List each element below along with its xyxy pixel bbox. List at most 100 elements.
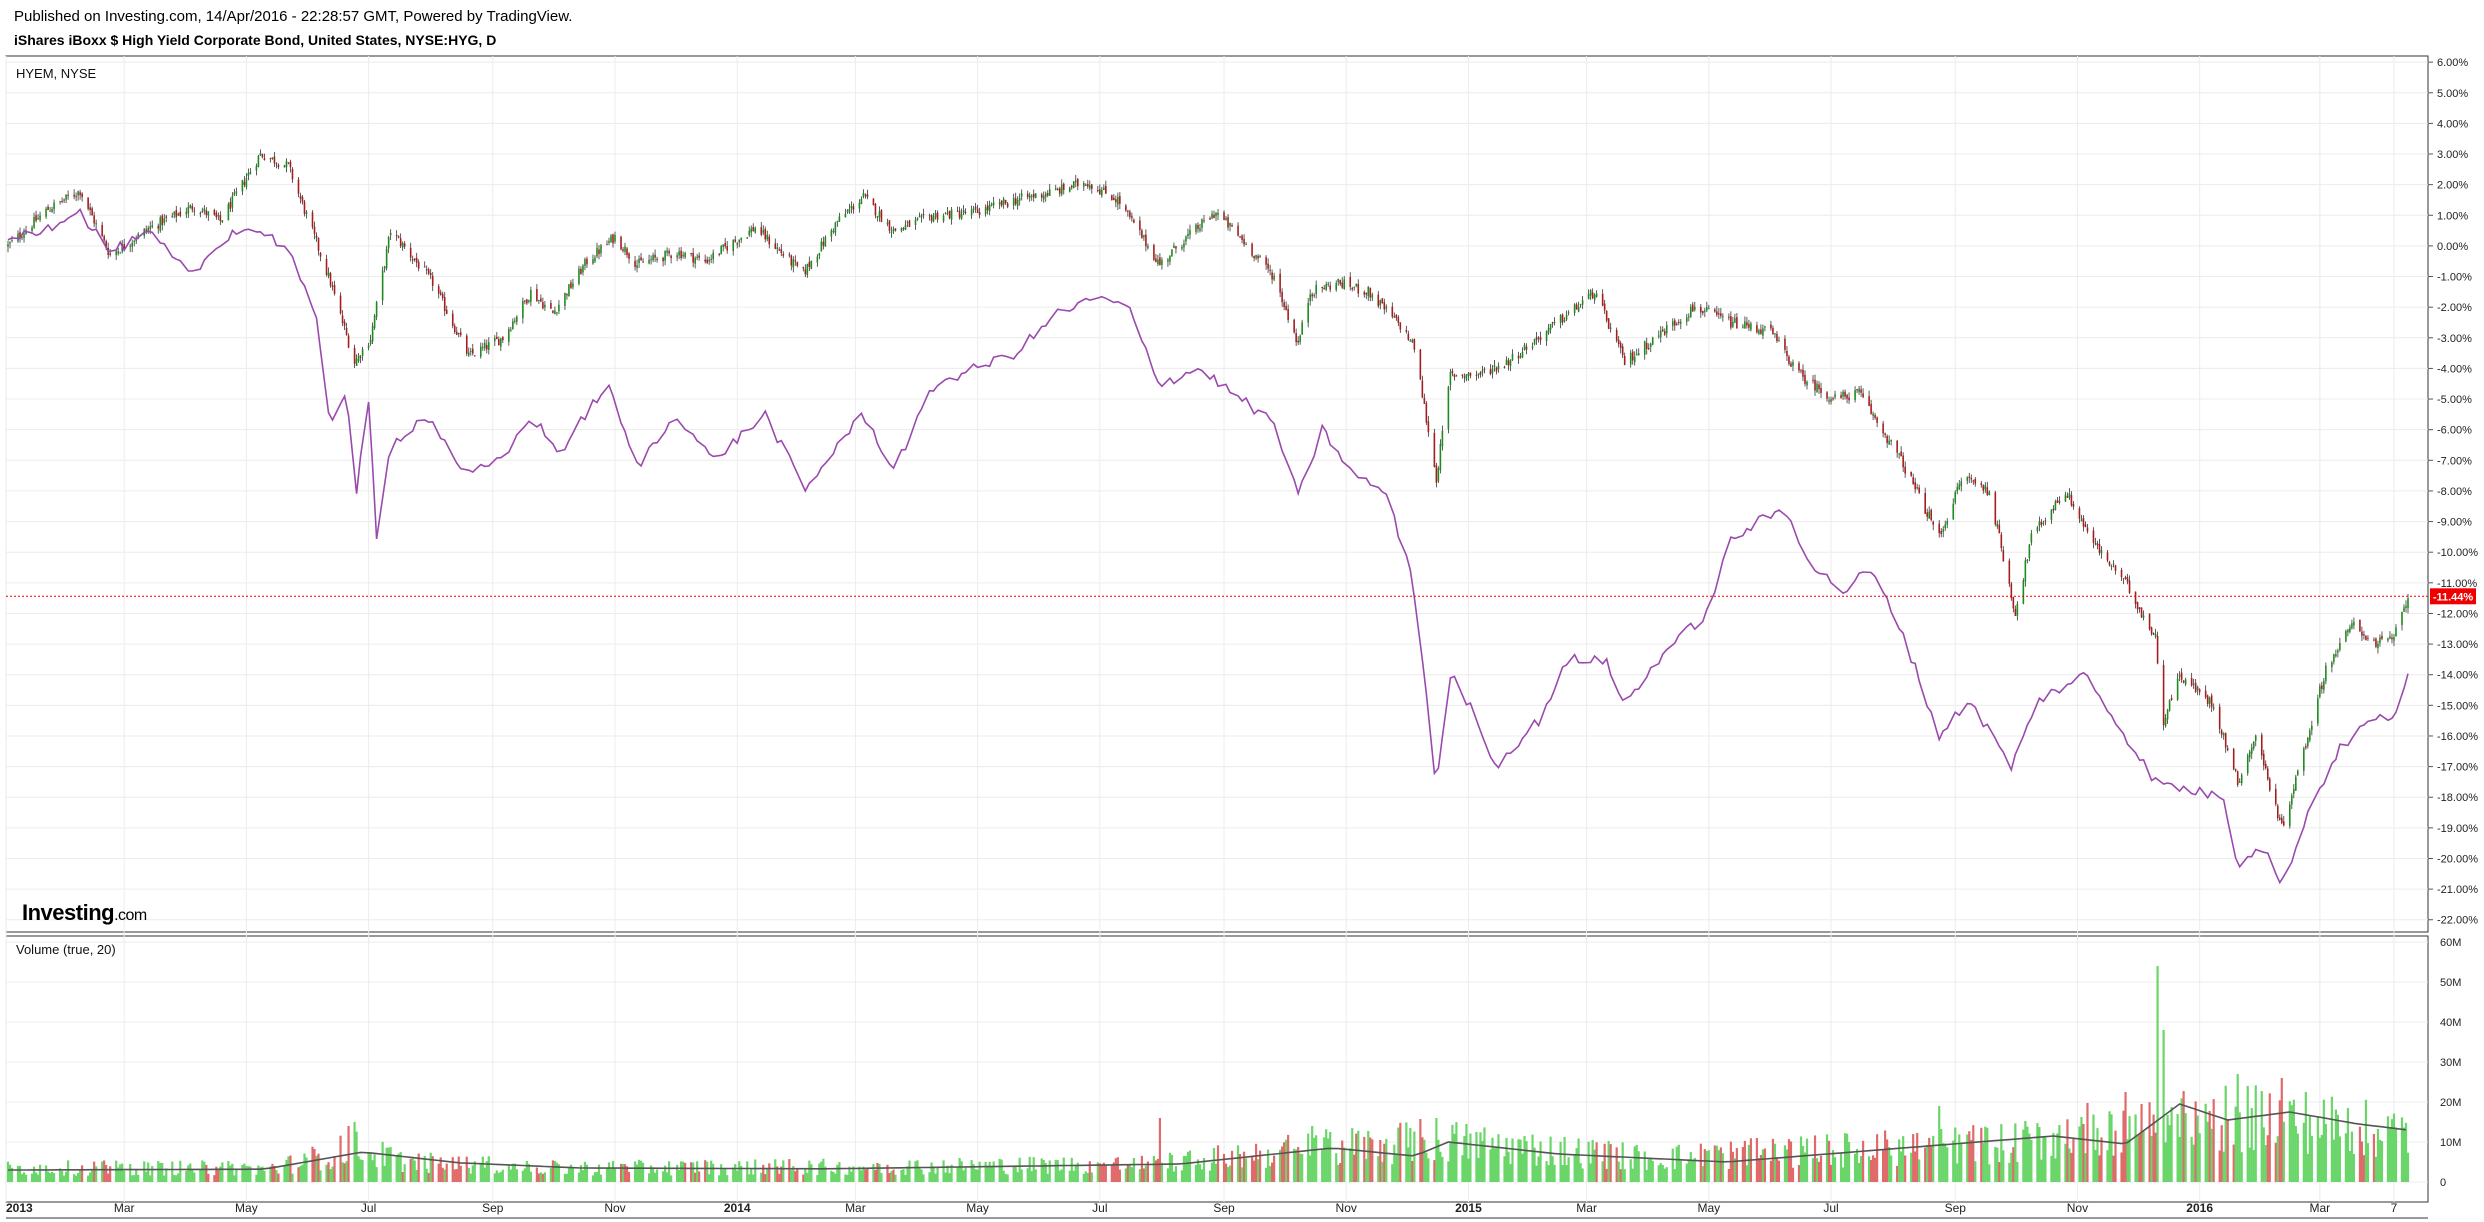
volume-bar — [790, 1169, 793, 1182]
volume-bar — [1523, 1136, 1526, 1182]
volume-bar — [892, 1169, 895, 1182]
candle-body — [1391, 306, 1394, 317]
volume-bar — [1056, 1160, 1059, 1182]
candle-body — [1309, 294, 1311, 302]
candle-body — [2038, 521, 2041, 527]
candle-body — [2212, 707, 2215, 709]
volume-bar — [1307, 1133, 1310, 1182]
volume-bar — [163, 1175, 166, 1182]
volume-bar — [1511, 1138, 1514, 1182]
candle-body — [261, 154, 264, 158]
volume-bar — [1687, 1159, 1690, 1182]
volume-bar — [1619, 1169, 1622, 1182]
candle-body — [806, 263, 809, 275]
candle-body — [1046, 193, 1049, 196]
volume-bar — [75, 1175, 78, 1182]
candle-body — [592, 259, 594, 264]
volume-bar — [2386, 1116, 2390, 1182]
candle-body — [1918, 487, 1920, 493]
volume-bar — [986, 1165, 989, 1182]
x-tick-label: May — [235, 1201, 258, 1215]
candle-body — [1746, 322, 1748, 326]
candle-body — [1060, 184, 1063, 195]
volume-bar — [1170, 1154, 1174, 1182]
candle-body — [2026, 559, 2029, 562]
volume-bar — [1423, 1139, 1426, 1182]
candle-body — [1399, 322, 1402, 330]
candle-body — [1820, 387, 1822, 393]
candle-body — [257, 155, 260, 167]
volume-bar — [609, 1169, 613, 1182]
candle-body — [1115, 199, 1117, 203]
candle-body — [1086, 183, 1089, 187]
volume-bar — [487, 1156, 490, 1182]
candle-body — [1143, 235, 1145, 238]
volume-bar — [2288, 1101, 2291, 1182]
candle-body — [1525, 346, 1528, 350]
candle-body — [1012, 198, 1015, 206]
candle-body — [311, 212, 314, 227]
candle-body — [1427, 421, 1430, 433]
volume-bar — [189, 1163, 192, 1182]
volume-bar — [2012, 1147, 2015, 1182]
candle-body — [1896, 440, 1898, 453]
candle-body — [1844, 391, 1846, 397]
y-tick-label: -8.00% — [2437, 486, 2472, 498]
y-tick-label: 3.00% — [2437, 149, 2468, 161]
volume-bar — [353, 1122, 356, 1182]
candle-body — [2280, 817, 2283, 824]
volume-bar — [627, 1172, 631, 1182]
volume-bar — [515, 1169, 518, 1182]
candle-body — [936, 212, 939, 220]
candle-body — [35, 215, 37, 221]
volume-bar — [1451, 1124, 1454, 1182]
candle-body — [101, 224, 103, 236]
candle-body — [2134, 591, 2137, 604]
volume-bar — [1413, 1131, 1416, 1182]
candle-body — [1327, 283, 1330, 285]
volume-bar — [331, 1166, 334, 1182]
candle-body — [1657, 335, 1660, 337]
volume-bar — [1531, 1134, 1534, 1182]
candle-body — [1944, 524, 1947, 529]
candle-body — [860, 198, 863, 205]
candle-body — [1924, 493, 1926, 514]
volume-bar — [1679, 1160, 1682, 1182]
volume-bar — [387, 1147, 390, 1182]
volume-bar — [1325, 1129, 1328, 1182]
volume-bar — [621, 1163, 625, 1182]
volume-bar — [1916, 1132, 1919, 1182]
volume-bar — [427, 1172, 430, 1182]
volume-bar — [1212, 1147, 1216, 1182]
volume-bar — [123, 1170, 126, 1182]
y-tick-label: -5.00% — [2437, 394, 2472, 406]
candle-body — [1016, 199, 1019, 207]
volume-tick-label: 40M — [2440, 1017, 2461, 1029]
candle-body — [1187, 233, 1189, 237]
volume-bar — [1930, 1145, 1933, 1182]
candle-body — [2036, 527, 2039, 532]
candle-body — [1788, 356, 1790, 364]
candle-body — [678, 251, 680, 256]
candle-body — [1587, 293, 1590, 300]
y-tick-label: 2.00% — [2437, 180, 2468, 192]
candle-body — [149, 226, 152, 229]
volume-bar — [1210, 1162, 1214, 1182]
x-tick-label: Nov — [1336, 1201, 1357, 1215]
candle-body — [2198, 689, 2201, 693]
candle-body — [822, 241, 825, 246]
volume-bar — [1507, 1151, 1510, 1182]
volume-bar — [497, 1172, 500, 1182]
volume-bar — [1196, 1159, 1200, 1182]
volume-bar — [64, 1171, 68, 1182]
candle-body — [1665, 325, 1668, 334]
candle-body — [944, 213, 947, 215]
candle-body — [778, 249, 781, 251]
volume-bar — [2170, 1107, 2173, 1182]
volume-bar — [1491, 1137, 1494, 1182]
volume-bar — [1116, 1157, 1119, 1182]
candle-body — [2042, 522, 2045, 524]
volume-bar — [2406, 1152, 2410, 1182]
candle-body — [173, 211, 176, 215]
